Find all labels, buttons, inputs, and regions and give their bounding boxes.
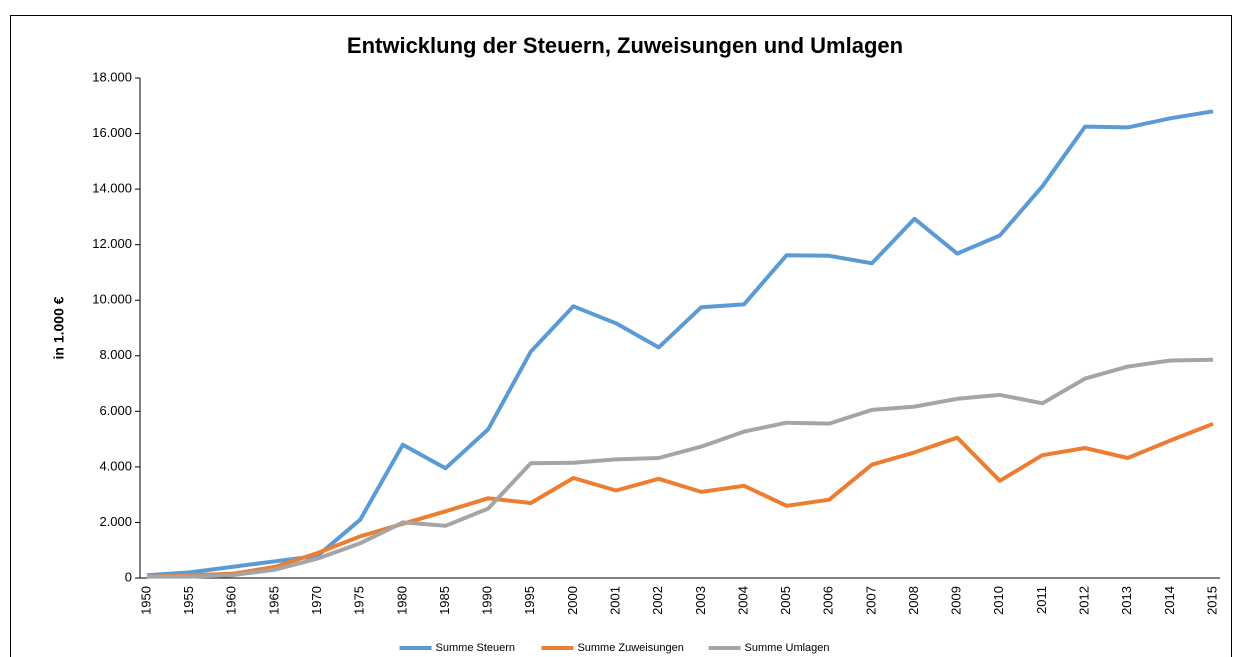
x-tick-label: 2005 xyxy=(778,586,793,615)
x-tick-label: 2002 xyxy=(650,586,665,615)
y-tick-label: 14.000 xyxy=(92,181,132,196)
chart-title: Entwicklung der Steuern, Zuweisungen und… xyxy=(347,33,903,58)
chart-frame xyxy=(10,15,1232,657)
x-tick-label: 2010 xyxy=(991,586,1006,615)
x-tick-label: 2001 xyxy=(607,586,622,615)
x-tick-label: 2009 xyxy=(949,586,964,615)
y-tick-label: 10.000 xyxy=(92,292,132,307)
y-tick-label: 4.000 xyxy=(99,458,132,473)
series-line xyxy=(146,421,1214,579)
y-axis-label: in 1.000 € xyxy=(51,296,67,359)
y-tick-label: 0 xyxy=(125,569,132,584)
x-tick-label: 2004 xyxy=(735,586,750,615)
x-tick-label: 2006 xyxy=(821,586,836,615)
series-line xyxy=(147,357,1214,579)
x-tick-label: 2008 xyxy=(906,586,921,615)
x-tick-label: 2007 xyxy=(863,586,878,615)
x-tick-label: 2012 xyxy=(1077,586,1092,615)
legend-label: Summe Steuern xyxy=(436,642,515,654)
x-tick-label: 1965 xyxy=(266,586,281,615)
x-tick-label: 1995 xyxy=(522,586,537,615)
x-tick-label: 1950 xyxy=(138,586,153,615)
x-tick-label: 1955 xyxy=(181,586,196,615)
x-tick-label: 2013 xyxy=(1119,586,1134,615)
x-tick-label: 1985 xyxy=(437,586,452,615)
x-tick-label: 1980 xyxy=(394,586,409,615)
x-tick-label: 2014 xyxy=(1162,586,1177,615)
x-tick-label: 1960 xyxy=(224,586,239,615)
y-tick-label: 12.000 xyxy=(92,236,132,251)
y-tick-label: 6.000 xyxy=(99,403,132,418)
x-tick-label: 2003 xyxy=(693,586,708,615)
x-tick-label: 1975 xyxy=(352,586,367,615)
legend-label: Summe Umlagen xyxy=(745,642,830,654)
y-tick-label: 18.000 xyxy=(92,69,132,84)
x-tick-label: 2011 xyxy=(1034,586,1049,614)
y-tick-label: 8.000 xyxy=(99,347,132,362)
x-tick-label: 1970 xyxy=(309,586,324,615)
x-tick-label: 1990 xyxy=(480,586,495,615)
legend-label: Summe Zuweisungen xyxy=(577,642,683,654)
x-tick-label: 2000 xyxy=(565,586,580,615)
y-tick-label: 2.000 xyxy=(99,514,132,529)
series-line xyxy=(146,109,1214,578)
x-tick-label: 2015 xyxy=(1204,586,1219,615)
y-tick-label: 16.000 xyxy=(92,125,132,140)
